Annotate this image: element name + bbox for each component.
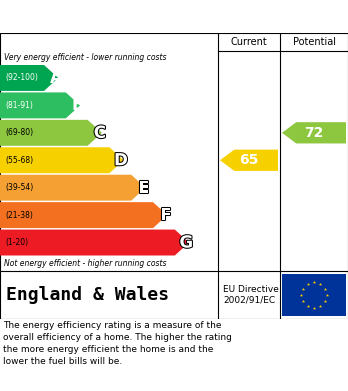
Text: D: D [114,151,128,169]
FancyArrow shape [0,120,102,146]
Text: England & Wales: England & Wales [6,286,169,304]
Text: EU Directive
2002/91/EC: EU Directive 2002/91/EC [223,285,279,305]
Text: C: C [94,124,106,142]
FancyArrow shape [0,230,189,255]
Text: 65: 65 [239,153,259,167]
FancyArrow shape [282,122,346,143]
Text: Potential: Potential [293,37,335,47]
Text: A: A [49,69,62,87]
Text: (39-54): (39-54) [5,183,33,192]
Text: F: F [160,206,172,224]
Text: (1-20): (1-20) [5,238,28,247]
Text: (81-91): (81-91) [5,101,33,110]
FancyArrow shape [0,147,124,173]
FancyArrow shape [0,175,145,201]
Text: E: E [138,179,150,197]
Text: Current: Current [231,37,267,47]
Bar [282,274,346,316]
Text: Energy Efficiency Rating: Energy Efficiency Rating [7,9,217,24]
Text: Not energy efficient - higher running costs: Not energy efficient - higher running co… [4,260,166,269]
Text: (21-38): (21-38) [5,211,33,220]
Text: (55-68): (55-68) [5,156,33,165]
Text: (69-80): (69-80) [5,128,33,137]
Text: 72: 72 [304,126,324,140]
FancyArrow shape [220,150,278,171]
Text: (92-100): (92-100) [5,74,38,83]
Text: G: G [180,233,193,251]
FancyArrow shape [0,92,80,118]
FancyArrow shape [0,202,167,228]
Text: B: B [72,97,84,115]
FancyArrow shape [0,65,58,91]
Text: The energy efficiency rating is a measure of the
overall efficiency of a home. T: The energy efficiency rating is a measur… [3,321,232,366]
Text: Very energy efficient - lower running costs: Very energy efficient - lower running co… [4,54,166,63]
